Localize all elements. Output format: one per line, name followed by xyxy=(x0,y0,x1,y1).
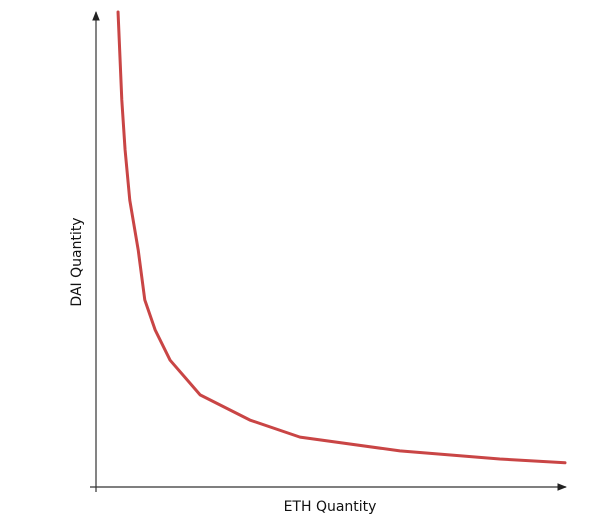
x-axis-label: ETH Quantity xyxy=(284,499,377,515)
y-axis-label: DAI Quantity xyxy=(69,217,85,306)
curve xyxy=(116,10,567,465)
